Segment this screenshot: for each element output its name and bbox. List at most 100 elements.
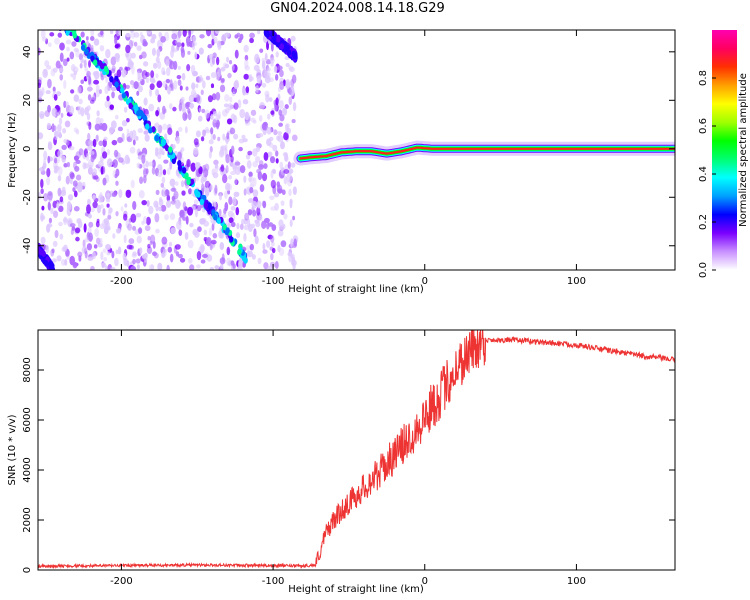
spectrogram-noise-cell [280,171,285,178]
spectrogram-noise-cell [293,238,297,247]
spectrogram-noise-cell [88,139,93,147]
spectrogram-noise-cell [281,189,286,196]
spectrogram-ridge-point [265,31,271,38]
spectrogram-noise-cell [58,221,63,227]
spectrogram-noise-cell [111,192,117,198]
spectrogram-noise-cell [105,48,111,59]
spectrogram-noise-cell [123,234,127,244]
spectrogram-noise-cell [43,150,48,161]
spectrogram-noise-cell [154,213,160,223]
spectrogram-noise-cell [159,197,162,202]
spectrogram-noise-cell [142,38,147,45]
spectrogram-noise-cell [160,36,166,43]
spectrogram-noise-cell [255,85,259,94]
spectrogram-noise-cell [177,65,181,70]
spectrogram-y-tick-label: 0 [22,146,33,152]
spectrogram-noise-cell [175,135,180,145]
spectrogram-noise-cell [141,200,147,206]
spectrogram-noise-cell [38,167,45,172]
spectrogram-noise-cell [220,77,225,83]
spectrogram-noise-cell [150,70,155,78]
spectrogram-noise-cell [277,130,282,136]
spectrogram-noise-cell [266,126,272,135]
spectrogram-noise-cell [247,198,254,203]
spectrogram-noise-cell [268,77,274,83]
spectrogram-noise-cell [226,118,233,125]
spectrogram-noise-cell [85,152,90,162]
spectrogram-noise-cell [156,80,163,88]
spectrogram-noise-cell [124,154,130,165]
spectrogram-noise-cell [99,237,103,247]
spectrogram-noise-cell [87,256,94,261]
spectrogram-noise-cell [220,164,225,172]
spectrogram-noise-cell [177,253,183,259]
spectrogram-noise-cell [157,94,162,103]
spectrogram-noise-cell [97,32,103,38]
spectrogram-noise-cell [214,265,220,270]
spectrogram-noise-cell [52,67,58,73]
spectrogram-noise-cell [128,238,135,245]
spectrogram-ridge-point [80,44,86,51]
spectrogram-noise-cell [125,44,131,54]
spectrogram-noise-cell [262,200,267,209]
spectrogram-noise-cell [169,79,173,89]
spectrogram-noise-cell [224,202,229,212]
spectrogram-noise-cell [249,243,255,251]
spectrogram-noise-cell [73,206,80,212]
spectrogram-noise-cell [167,127,173,135]
spectrogram-noise-cell [216,56,220,66]
spectrogram-noise-cell [101,122,108,132]
snr-y-tick-label: 8000 [22,357,33,382]
spectrogram-noise-cell [184,102,190,110]
spectrogram-noise-cell [80,31,85,38]
spectrogram-noise-cell [265,240,271,248]
spectrogram-noise-cell [70,229,74,236]
spectrogram-noise-cell [116,228,121,234]
spectrogram-noise-cell [47,78,52,89]
spectrogram-noise-cell [55,60,61,69]
spectrogram-noise-cell [180,46,185,54]
spectrogram-frame [37,29,676,271]
spectrogram-noise-cell [51,107,58,117]
spectrogram-noise-cell [212,233,218,239]
spectrogram-noise-cell [263,151,269,161]
spectrogram-noise-cell [243,232,247,242]
spectrogram-x-tick-label: -100 [262,276,285,287]
spectrogram-noise-cell [270,42,274,52]
spectrogram-noise-cell [97,160,104,168]
spectrogram-noise-cell [200,259,206,264]
spectrogram-noise-cell [49,32,55,37]
spectrogram-noise-cell [44,60,50,67]
spectrogram-noise-cell [68,105,75,115]
spectrogram-noise-cell [224,94,230,102]
spectrogram-noise-cell [77,220,83,229]
spectrogram-noise-cell [243,175,247,184]
spectrogram-noise-cell [102,248,107,254]
spectrogram-noise-cell [117,126,123,132]
spectrogram-noise-cell [52,200,58,209]
spectrogram-noise-cell [73,47,79,53]
spectrogram-noise-cell [214,184,218,194]
spectrogram-noise-cell [59,74,64,81]
spectrogram-noise-cell [284,104,289,110]
spectrogram-noise-cell [207,43,213,49]
spectrogram-noise-cell [107,214,112,220]
spectrogram-noise-cell [192,92,198,99]
spectrogram-noise-cell [208,139,214,145]
spectrogram-ridge-point [279,43,285,50]
spectrogram-noise-cell [144,134,150,142]
spectrogram-noise-cell [169,178,176,187]
spectrogram-noise-cell [102,151,108,159]
spectrogram-noise-cell [191,70,198,77]
spectrogram-noise-cell [86,243,93,251]
spectrogram-noise-cell [110,68,116,74]
spectrogram-noise-cell [133,81,139,90]
spectrogram-noise-cell [145,216,151,226]
spectrogram-noise-cell [86,204,91,214]
spectrogram-noise-cell [275,51,279,58]
spectrogram-noise-cell [277,65,283,71]
spectrogram-noise-cell [239,223,244,230]
spectrogram-ridge-point [25,232,29,238]
spectrogram-noise-cell [147,161,154,167]
spectrogram-noise-cell [230,260,235,266]
